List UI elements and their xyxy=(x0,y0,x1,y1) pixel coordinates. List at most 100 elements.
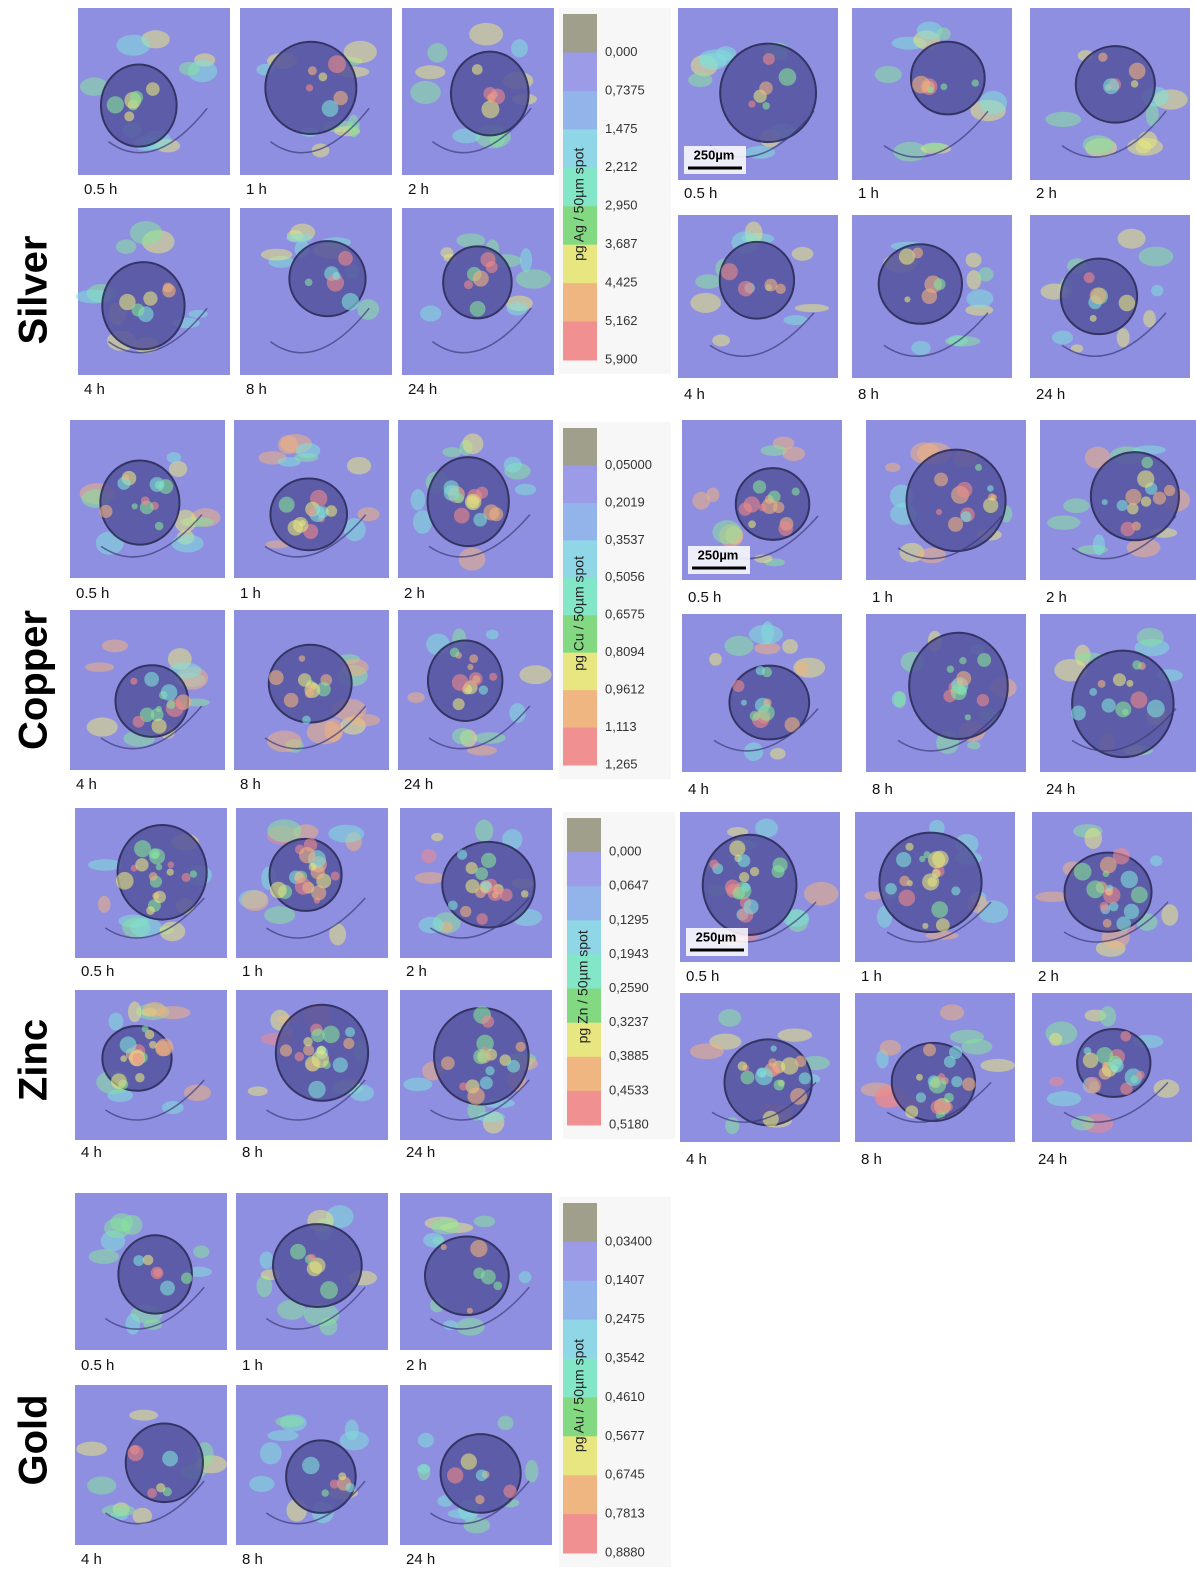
micrograph xyxy=(1040,614,1196,772)
signal-halo xyxy=(1151,285,1163,296)
signal-halo xyxy=(966,253,982,268)
signal-halo xyxy=(511,39,528,57)
signal-spot xyxy=(759,81,772,94)
row-label: Zinc xyxy=(12,1019,56,1101)
signal-halo xyxy=(456,233,485,247)
signal-spot xyxy=(481,853,496,868)
signal-spot xyxy=(116,872,134,890)
signal-halo xyxy=(1118,229,1146,249)
signal-spot xyxy=(144,672,159,687)
signal-spot xyxy=(934,473,948,487)
colorbar-tick-label: 0,5180 xyxy=(609,1116,649,1131)
signal-spot xyxy=(482,1015,495,1028)
colorbar-tick-label: 0,3537 xyxy=(605,532,645,547)
signal-spot xyxy=(750,867,759,876)
signal-spot xyxy=(311,885,326,900)
signal-spot xyxy=(309,863,317,871)
signal-halo xyxy=(961,1039,992,1055)
colorbar-swatch xyxy=(567,852,601,887)
signal-spot xyxy=(1103,78,1119,94)
signal-spot xyxy=(753,480,766,493)
colorbar-tick-label: 0,000 xyxy=(609,844,642,859)
micrograph xyxy=(1032,993,1192,1142)
time-label: 24 h xyxy=(1046,781,1075,798)
signal-spot xyxy=(750,711,760,721)
signal-spot xyxy=(962,1078,975,1091)
signal-halo xyxy=(421,849,436,863)
signal-halo xyxy=(709,653,722,666)
colorbar-tick-label: 4,425 xyxy=(605,275,638,290)
signal-halo xyxy=(130,221,162,245)
time-label: 1 h xyxy=(872,589,893,606)
signal-halo xyxy=(1150,855,1163,866)
signal-spot xyxy=(120,1036,137,1053)
signal-spot xyxy=(330,1479,339,1488)
colorbar-tick-label: 0,6745 xyxy=(605,1467,645,1482)
signal-spot xyxy=(146,82,160,96)
signal-halo xyxy=(261,249,293,261)
micrograph xyxy=(855,993,1015,1142)
signal-halo xyxy=(918,548,947,563)
signal-halo xyxy=(126,1314,140,1335)
signal-spot xyxy=(156,706,162,712)
signal-halo xyxy=(885,463,900,472)
signal-spot xyxy=(447,1467,463,1483)
signal-spot xyxy=(480,252,495,267)
signal-halo xyxy=(712,334,730,346)
signal-spot xyxy=(475,1495,484,1504)
signal-spot xyxy=(156,1038,174,1056)
colorbar-tick-label: 0,8094 xyxy=(605,644,645,659)
colorbar-tick-label: 5,162 xyxy=(605,313,638,328)
signal-halo xyxy=(980,1059,1015,1072)
signal-spot xyxy=(1124,904,1139,919)
signal-spot xyxy=(759,504,767,512)
signal-spot xyxy=(305,278,313,286)
signal-spot xyxy=(1071,706,1086,721)
signal-spot xyxy=(142,1025,149,1032)
signal-halo xyxy=(403,1078,432,1092)
signal-spot xyxy=(1113,673,1126,686)
colorbar-swatch xyxy=(563,1281,597,1320)
signal-spot xyxy=(469,654,478,663)
signal-spot xyxy=(160,1281,175,1296)
micrograph xyxy=(400,808,552,958)
time-label: 2 h xyxy=(408,181,429,198)
time-label: 8 h xyxy=(242,1551,263,1568)
signal-spot xyxy=(299,847,315,863)
colorbar-tick-label: 1,475 xyxy=(605,121,638,136)
signal-spot xyxy=(311,1028,325,1042)
signal-spot xyxy=(932,869,941,878)
colorbar-swatch xyxy=(567,1091,601,1126)
signal-spot xyxy=(1120,522,1135,537)
micrograph xyxy=(75,1385,227,1545)
signal-halo xyxy=(979,91,1007,115)
signal-spot xyxy=(790,1088,807,1105)
signal-spot xyxy=(983,498,998,513)
signal-spot xyxy=(190,870,197,877)
signal-spot xyxy=(521,890,529,898)
signal-halo xyxy=(104,1218,131,1238)
colorbar-tick-label: 0,3885 xyxy=(609,1048,649,1063)
signal-halo xyxy=(427,43,447,63)
signal-halo xyxy=(144,1002,166,1017)
signal-spot xyxy=(475,867,488,880)
signal-spot xyxy=(768,1058,777,1067)
time-label: 4 h xyxy=(84,381,105,398)
scale-bar-label: 250µm xyxy=(694,147,735,162)
colorbar-label: pg Zn / 50µm spot xyxy=(575,930,591,1043)
time-label: 0.5 h xyxy=(686,968,719,985)
signal-spot xyxy=(927,877,937,887)
signal-spot xyxy=(149,872,158,881)
signal-spot xyxy=(453,698,465,710)
signal-spot xyxy=(916,1092,926,1102)
micrograph xyxy=(75,990,227,1140)
signal-halo xyxy=(171,534,203,552)
signal-spot xyxy=(154,891,166,903)
time-label: 24 h xyxy=(406,1551,435,1568)
signal-spot xyxy=(489,89,505,105)
signal-halo xyxy=(418,1433,434,1448)
signal-spot xyxy=(130,678,137,685)
colorbar-tick-label: 5,900 xyxy=(605,351,638,366)
signal-spot xyxy=(161,684,178,701)
signal-halo xyxy=(452,728,472,744)
